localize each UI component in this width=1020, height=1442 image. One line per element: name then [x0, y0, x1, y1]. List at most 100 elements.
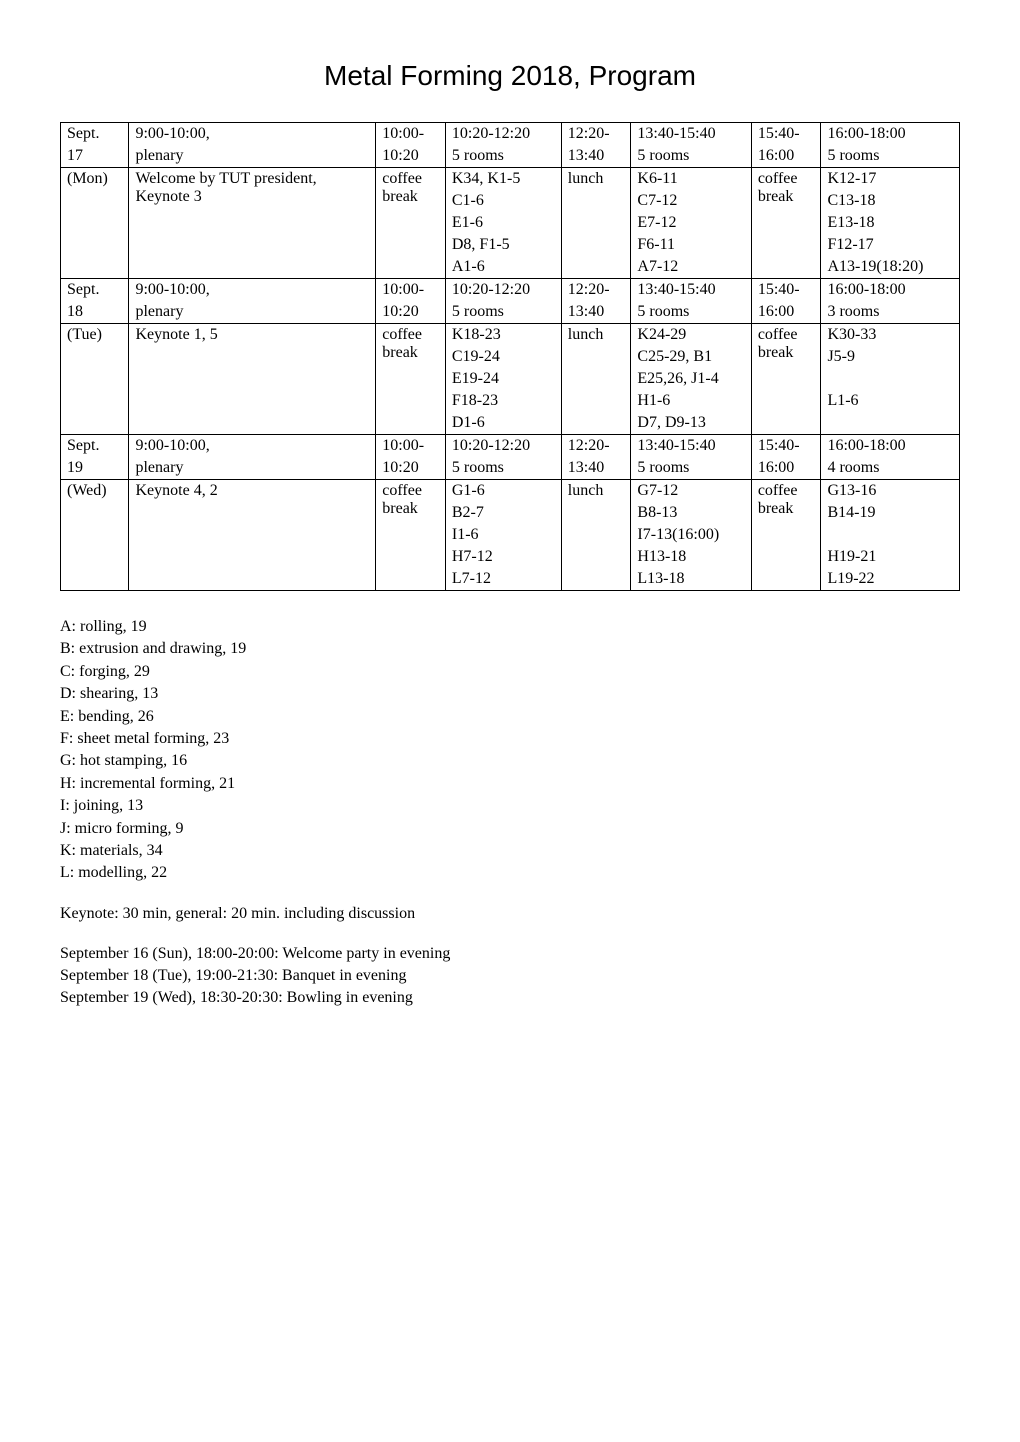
schedule-cell: H1-6	[631, 390, 751, 412]
schedule-cell: 13:40	[561, 145, 631, 168]
schedule-cell: L7-12	[445, 568, 561, 591]
schedule-body-line: Keynote 3	[135, 188, 369, 206]
session-list: A: rolling, 19B: extrusion and drawing, …	[60, 616, 960, 885]
schedule-cell: 5 rooms	[445, 457, 561, 480]
schedule-cell	[821, 524, 960, 546]
schedule-cell: G7-12	[631, 480, 751, 503]
schedule-cell: lunch	[561, 324, 631, 435]
session-item: A: rolling, 19	[60, 616, 960, 638]
schedule-cell: 15:40-	[751, 435, 821, 458]
schedule-cell	[61, 412, 129, 435]
schedule-cell: plenary	[129, 457, 376, 480]
schedule-cell: D7, D9-13	[631, 412, 751, 435]
schedule-cell: 16:00	[751, 457, 821, 480]
schedule-body-line: break	[758, 188, 815, 206]
schedule-cell	[61, 346, 129, 368]
page-title: Metal Forming 2018, Program	[60, 60, 960, 92]
schedule-cell	[61, 502, 129, 524]
schedule-cell: (Wed)	[61, 480, 129, 503]
schedule-cell: B8-13	[631, 502, 751, 524]
schedule-cell	[61, 234, 129, 256]
schedule-body-line: coffee	[382, 170, 439, 188]
schedule-cell: 19	[61, 457, 129, 480]
schedule-cell: E25,26, J1-4	[631, 368, 751, 390]
schedule-cell: 9:00-10:00,	[129, 123, 376, 146]
schedule-cell: lunch	[561, 168, 631, 279]
schedule-cell	[821, 368, 960, 390]
schedule-cell: C19-24	[445, 346, 561, 368]
schedule-cell: coffeebreak	[751, 480, 821, 591]
session-item: G: hot stamping, 16	[60, 750, 960, 772]
schedule-cell: 10:20-12:20	[445, 123, 561, 146]
schedule-cell: 10:00-	[376, 123, 446, 146]
session-item: F: sheet metal forming, 23	[60, 728, 960, 750]
schedule-cell: lunch	[561, 480, 631, 591]
schedule-cell: K12-17	[821, 168, 960, 191]
schedule-cell: Welcome by TUT president,Keynote 3	[129, 168, 376, 279]
schedule-cell	[61, 368, 129, 390]
event-item: September 16 (Sun), 18:00-20:00: Welcome…	[60, 943, 960, 965]
schedule-cell: J5-9	[821, 346, 960, 368]
schedule-cell: 4 rooms	[821, 457, 960, 480]
schedule-cell: D8, F1-5	[445, 234, 561, 256]
schedule-cell: 13:40	[561, 457, 631, 480]
schedule-body-line: break	[382, 344, 439, 362]
schedule-cell	[61, 190, 129, 212]
session-item: L: modelling, 22	[60, 862, 960, 884]
schedule-cell: B2-7	[445, 502, 561, 524]
schedule-cell: 10:20	[376, 301, 446, 324]
schedule-cell: G1-6	[445, 480, 561, 503]
schedule-cell: K24-29	[631, 324, 751, 347]
schedule-cell: 10:20	[376, 457, 446, 480]
schedule-cell: H7-12	[445, 546, 561, 568]
schedule-cell	[61, 568, 129, 591]
schedule-cell	[61, 390, 129, 412]
keynote-note: Keynote: 30 min, general: 20 min. includ…	[60, 905, 960, 923]
schedule-cell: (Tue)	[61, 324, 129, 347]
schedule-cell: C1-6	[445, 190, 561, 212]
schedule-cell: 9:00-10:00,	[129, 279, 376, 302]
schedule-cell: I7-13(16:00)	[631, 524, 751, 546]
schedule-cell: (Mon)	[61, 168, 129, 191]
schedule-cell: 10:20	[376, 145, 446, 168]
schedule-cell: B14-19	[821, 502, 960, 524]
schedule-cell: 12:20-	[561, 435, 631, 458]
session-item: I: joining, 13	[60, 795, 960, 817]
schedule-cell: 16:00-18:00	[821, 123, 960, 146]
schedule-body-line: coffee	[758, 326, 815, 344]
schedule-table: Sept.9:00-10:00,10:00-10:20-12:2012:20-1…	[60, 122, 960, 591]
schedule-cell: 10:00-	[376, 435, 446, 458]
session-item: J: micro forming, 9	[60, 818, 960, 840]
session-item: C: forging, 29	[60, 661, 960, 683]
schedule-cell: K18-23	[445, 324, 561, 347]
schedule-cell: 15:40-	[751, 123, 821, 146]
schedule-cell: C13-18	[821, 190, 960, 212]
schedule-cell: 5 rooms	[631, 301, 751, 324]
schedule-body-line: break	[382, 188, 439, 206]
schedule-body-line: break	[382, 500, 439, 518]
schedule-cell	[61, 212, 129, 234]
session-item: D: shearing, 13	[60, 683, 960, 705]
schedule-cell: 15:40-	[751, 279, 821, 302]
schedule-cell: Sept.	[61, 435, 129, 458]
schedule-body-line: coffee	[758, 170, 815, 188]
schedule-body-line: Keynote 1, 5	[135, 326, 369, 344]
schedule-cell: E19-24	[445, 368, 561, 390]
schedule-cell: 16:00	[751, 145, 821, 168]
schedule-body-line: break	[758, 344, 815, 362]
schedule-cell: 16:00	[751, 301, 821, 324]
schedule-cell: 18	[61, 301, 129, 324]
schedule-cell: C25-29, B1	[631, 346, 751, 368]
schedule-cell: 17	[61, 145, 129, 168]
schedule-cell: H13-18	[631, 546, 751, 568]
schedule-cell: 5 rooms	[445, 301, 561, 324]
schedule-cell: 12:20-	[561, 123, 631, 146]
schedule-cell: plenary	[129, 145, 376, 168]
event-item: September 19 (Wed), 18:30-20:30: Bowling…	[60, 987, 960, 1009]
schedule-cell: Keynote 4, 2	[129, 480, 376, 591]
schedule-body-line: coffee	[382, 482, 439, 500]
schedule-cell: E13-18	[821, 212, 960, 234]
schedule-cell: 16:00-18:00	[821, 435, 960, 458]
schedule-cell: 10:00-	[376, 279, 446, 302]
schedule-cell: coffeebreak	[376, 480, 446, 591]
